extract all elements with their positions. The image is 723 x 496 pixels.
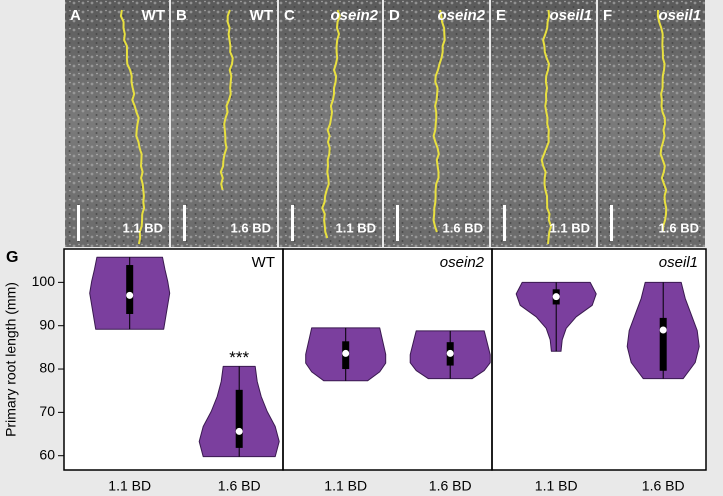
bd-label: 1.1 BD [336, 220, 376, 235]
bd-label: 1.6 BD [231, 220, 271, 235]
scale-bar [610, 205, 613, 241]
median-dot [446, 349, 454, 357]
panel-letter: A [70, 7, 81, 24]
median-dot [342, 349, 350, 357]
iqr-box [126, 265, 134, 314]
y-tick-label: 80 [39, 360, 55, 376]
bd-label: 1.6 BD [443, 220, 483, 235]
y-tick-label: 90 [39, 316, 55, 332]
iqr-box [659, 317, 667, 371]
scale-bar [396, 205, 399, 241]
genotype-label: WT [250, 7, 273, 24]
root-trace [540, 9, 553, 245]
panel-letter: B [176, 7, 187, 24]
y-tick-label: 100 [32, 273, 56, 289]
median-dot [659, 326, 667, 334]
genotype-label: osein2 [330, 7, 378, 24]
panel-title: osein2 [440, 254, 485, 271]
x-tick-label: 1.6 BD [218, 478, 261, 494]
panel-letter: E [496, 7, 506, 24]
panel-frame [491, 248, 707, 471]
x-tick-label: 1.6 BD [642, 478, 685, 494]
genotype-label: oseil1 [658, 7, 701, 24]
y-axis-title: Primary root length (mm) [3, 282, 19, 437]
panel-title: oseil1 [659, 254, 698, 271]
panel-letter: C [284, 7, 295, 24]
significance: *** [229, 348, 249, 367]
iqr-box [235, 389, 243, 448]
x-tick-label: 1.6 BD [429, 478, 472, 494]
median-dot [235, 427, 243, 435]
root-trace [656, 9, 668, 233]
root-trace [432, 9, 446, 233]
median-dot [552, 293, 560, 301]
median-dot [126, 291, 134, 299]
ct-texture [598, 0, 705, 247]
x-tick-label: 1.1 BD [324, 478, 367, 494]
y-tick-label: 70 [39, 403, 55, 419]
scale-bar [291, 205, 294, 241]
scale-bar [183, 205, 186, 241]
genotype-label: osein2 [437, 7, 485, 24]
y-tick-label: 60 [39, 446, 55, 462]
bd-label: 1.1 BD [550, 220, 590, 235]
figure-label: G [6, 249, 18, 266]
bd-label: 1.1 BD [123, 220, 163, 235]
x-tick-label: 1.1 BD [535, 478, 578, 494]
x-tick-label: 1.1 BD [108, 478, 151, 494]
scale-bar [77, 205, 80, 241]
genotype-label: WT [142, 7, 165, 24]
scale-bar [503, 205, 506, 241]
panel-title: WT [252, 254, 275, 271]
bd-label: 1.6 BD [659, 220, 699, 235]
genotype-label: oseil1 [549, 7, 592, 24]
root-trace [119, 9, 146, 245]
panel-letter: F [603, 7, 612, 24]
root-trace [219, 9, 234, 191]
root-trace [321, 9, 341, 239]
ct-texture [65, 0, 169, 247]
panel-letter: D [389, 7, 400, 24]
